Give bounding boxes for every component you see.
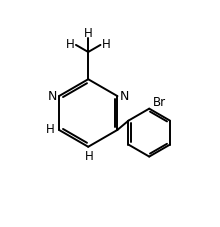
Text: N: N [47, 89, 57, 102]
Text: H: H [85, 150, 94, 163]
Text: N: N [120, 89, 129, 102]
Text: H: H [46, 123, 54, 136]
Text: Br: Br [153, 96, 166, 109]
Text: H: H [66, 38, 74, 51]
Text: H: H [102, 38, 111, 51]
Text: H: H [84, 27, 93, 40]
